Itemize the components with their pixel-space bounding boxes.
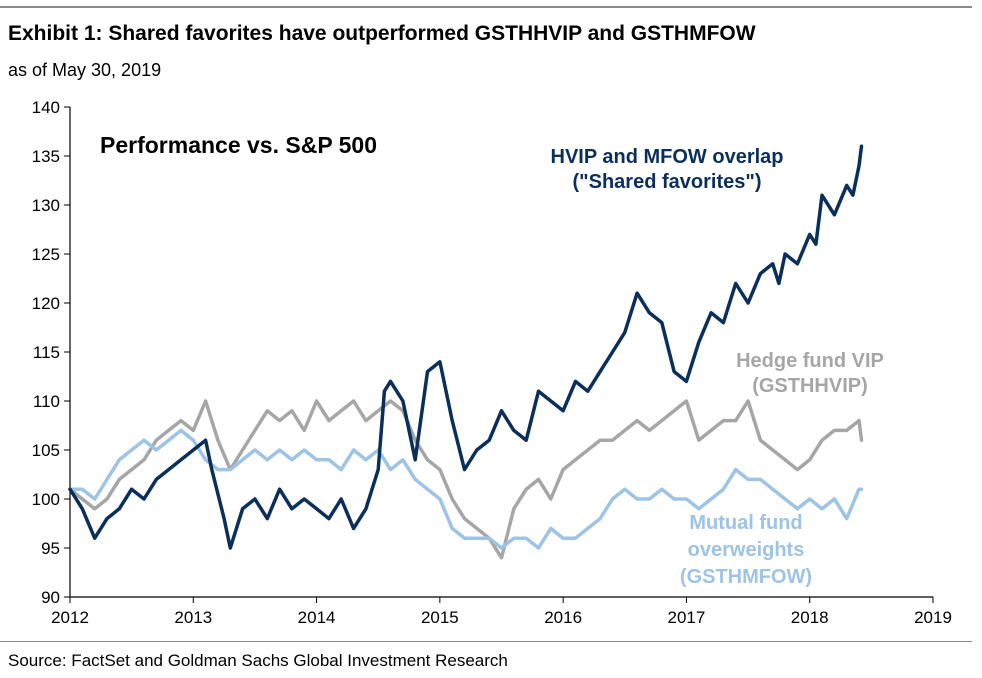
hedge-fund-vip-label-line: Hedge fund VIP — [736, 350, 884, 372]
bottom-rule — [0, 641, 972, 642]
exhibit-subtitle: as of May 30, 2019 — [8, 60, 162, 80]
x-tick-label: 2015 — [421, 608, 459, 627]
shared-favorites-label-line: ("Shared favorites") — [572, 171, 761, 193]
x-tick-label: 2016 — [544, 608, 582, 627]
y-tick-label: 140 — [32, 98, 60, 117]
y-tick-label: 120 — [32, 294, 60, 313]
source-note: Source: FactSet and Goldman Sachs Global… — [8, 651, 508, 670]
performance-chart: 90 95 100 105 110 115 120 125 130 135 140 2012 2013 2… — [32, 98, 952, 627]
mutual-fund-overweights-label: Mutual fund overweights (GSTHMFOW) — [680, 512, 812, 588]
y-tick-label: 130 — [32, 196, 60, 215]
y-tick-label: 110 — [33, 392, 60, 411]
x-tick-label: 2019 — [914, 608, 952, 627]
mutual-fund-overweights-label-line: Mutual fund — [689, 512, 802, 534]
y-tick-label: 115 — [33, 343, 60, 362]
y-tick-label: 95 — [41, 539, 60, 558]
chart-series-layer — [68, 144, 864, 560]
chart-title: Performance vs. S&P 500 — [100, 132, 377, 158]
x-tick-label: 2018 — [791, 608, 829, 627]
shared-favorites-label: HVIP and MFOW overlap ("Shared favorites"… — [551, 146, 784, 193]
shared-favorites-label-line: HVIP and MFOW overlap — [551, 146, 784, 168]
x-tick-label: 2017 — [668, 608, 706, 627]
mutual-fund-overweights-line — [68, 428, 864, 550]
hedge-fund-vip-label: Hedge fund VIP (GSTHHVIP) — [736, 350, 884, 397]
shared-favorites-line — [68, 144, 864, 550]
x-tick-label: 2014 — [298, 608, 336, 627]
chart-axes: 90 95 100 105 110 115 120 125 130 135 140 2012 2013 2… — [32, 98, 952, 627]
x-tick-label: 2013 — [174, 608, 212, 627]
x-tick-label: 2012 — [51, 608, 89, 627]
hedge-fund-vip-line — [68, 399, 864, 560]
top-rule — [0, 6, 972, 8]
mutual-fund-overweights-label-line: (GSTHMFOW) — [680, 566, 812, 588]
mutual-fund-overweights-label-line: overweights — [688, 539, 805, 561]
hedge-fund-vip-label-line: (GSTHHVIP) — [752, 375, 868, 397]
series-labels: HVIP and MFOW overlap ("Shared favorites"… — [551, 146, 884, 588]
y-tick-label: 100 — [32, 490, 60, 509]
y-tick-label: 105 — [32, 441, 60, 460]
y-tick-label: 135 — [32, 147, 60, 166]
y-tick-label: 125 — [32, 245, 60, 264]
y-tick-label: 90 — [41, 588, 60, 607]
exhibit-title: Exhibit 1: Shared favorites have outperf… — [8, 22, 756, 45]
